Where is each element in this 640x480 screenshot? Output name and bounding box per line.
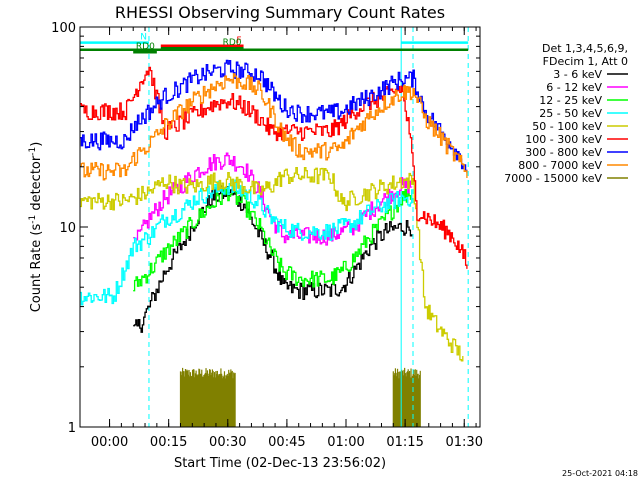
legend-header-0: Det 1,3,4,5,6,9, [542,42,628,55]
annotation-label-2: F [236,36,241,46]
legend-entry-2: 12 - 25 keV [539,94,602,107]
legend-entry-5: 100 - 300 keV [525,133,602,146]
chart-title: RHESSI Observing Summary Count Rates [115,3,445,22]
timestamp: 25-Oct-2021 04:18 [562,469,638,478]
x-tick-label-5: 01:15 [386,435,423,450]
annotation-label-0: N [140,33,147,43]
y-tick-label-0: 1 [68,421,76,436]
series-line-0 [133,185,413,333]
legend-entry-0: 3 - 6 keV [553,68,602,81]
x-tick-label-4: 01:00 [327,435,364,450]
olive-burst-1 [392,367,421,427]
x-tick-label-2: 00:30 [209,435,246,450]
x-axis-label: Start Time (02-Dec-13 23:56:02) [174,456,386,471]
y-tick-label-1: 10 [59,221,76,236]
y-axis-label: Count Rate (s-1 detector-1) [28,142,44,313]
x-tick-label-6: 01:30 [446,435,483,450]
legend-header-1: FDecim 1, Att 0 [543,55,628,68]
series-line-3 [80,179,413,306]
legend: Det 1,3,4,5,6,9,FDecim 1, Att 03 - 6 keV… [504,42,628,185]
annotation-label-3: RD0 [223,38,242,48]
legend-entry-3: 25 - 50 keV [539,107,602,120]
legend-entry-6: 300 - 800 keV [525,146,602,159]
legend-entry-4: 50 - 100 keV [532,120,602,133]
x-tick-label-3: 00:45 [268,435,305,450]
olive-burst-0 [179,367,236,427]
annotation-label-4: RD0 [136,42,155,52]
x-tick-label-1: 00:15 [150,435,187,450]
series-line-4 [80,166,464,362]
y-tick-label-2: 100 [51,21,76,36]
legend-entry-1: 6 - 12 keV [546,81,602,94]
series-line-7 [80,73,468,181]
series-line-2 [133,185,413,292]
legend-entry-8: 7000 - 15000 keV [504,172,602,185]
series-line-5 [80,66,468,269]
legend-entry-7: 800 - 7000 keV [518,159,602,172]
x-tick-label-0: 00:00 [91,435,128,450]
